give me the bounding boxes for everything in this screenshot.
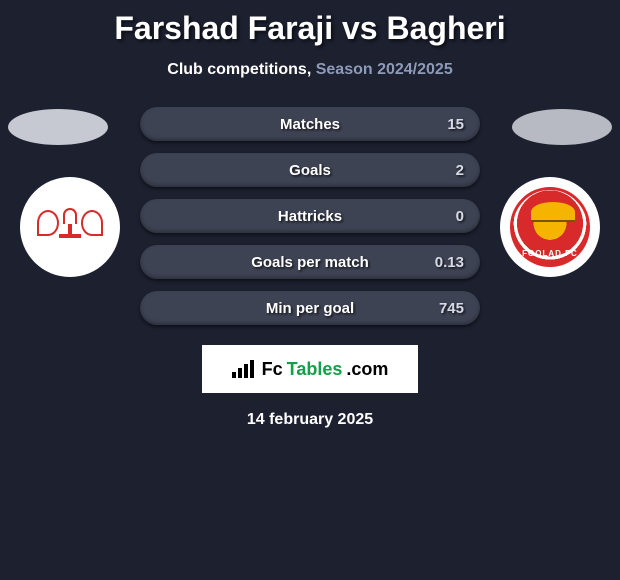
brand-text-tables: Tables	[287, 359, 343, 380]
trophy-wings-icon	[35, 202, 105, 252]
stat-label: Goals	[289, 162, 331, 179]
player-left-placeholder	[8, 109, 108, 145]
stat-value: 745	[439, 300, 464, 317]
stat-label: Goals per match	[251, 254, 369, 271]
stat-row-min-per-goal: Min per goal 745	[140, 291, 480, 325]
stat-row-goals-per-match: Goals per match 0.13	[140, 245, 480, 279]
foolad-crest-icon: FOOLAD FC	[510, 187, 590, 267]
club-badge-left	[20, 177, 120, 277]
brand-text-dotcom: .com	[346, 359, 388, 380]
stat-value: 15	[447, 116, 464, 133]
stat-value: 2	[456, 162, 464, 179]
brand-fctables[interactable]: FcTables.com	[202, 345, 418, 393]
subtitle: Club competitions, Season 2024/2025	[0, 47, 620, 79]
stats-list: Matches 15 Goals 2 Hattricks 0 Goals per…	[140, 107, 480, 325]
subtitle-prefix: Club competitions,	[167, 61, 311, 78]
stat-label: Min per goal	[266, 300, 354, 317]
brand-text-fc: Fc	[262, 359, 283, 380]
player-right-placeholder	[512, 109, 612, 145]
stat-value: 0	[456, 208, 464, 225]
stat-row-hattricks: Hattricks 0	[140, 199, 480, 233]
stat-label: Hattricks	[278, 208, 342, 225]
stat-row-matches: Matches 15	[140, 107, 480, 141]
date-label: 14 february 2025	[0, 411, 620, 429]
stat-label: Matches	[280, 116, 340, 133]
bar-chart-icon	[232, 360, 254, 378]
stat-value: 0.13	[435, 254, 464, 271]
subtitle-season: Season 2024/2025	[316, 61, 453, 78]
club-badge-right: FOOLAD FC	[500, 177, 600, 277]
crest-text: FOOLAD FC	[522, 249, 578, 258]
comparison-area: FOOLAD FC Matches 15 Goals 2 Hattricks 0…	[0, 107, 620, 429]
stat-row-goals: Goals 2	[140, 153, 480, 187]
page-title: Farshad Faraji vs Bagheri	[0, 0, 620, 47]
